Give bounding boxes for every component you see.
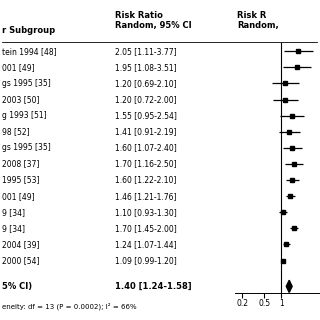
Text: Risk R
Random,: Risk R Random, [237, 11, 278, 30]
Polygon shape [286, 280, 292, 292]
Text: 1.24 [1.07-1.44]: 1.24 [1.07-1.44] [115, 240, 177, 249]
Text: 2004 [39]: 2004 [39] [2, 240, 39, 249]
Text: 2008 [37]: 2008 [37] [2, 159, 39, 168]
Text: 1.40 [1.24-1.58]: 1.40 [1.24-1.58] [115, 282, 192, 291]
Text: 2003 [50]: 2003 [50] [2, 95, 39, 104]
Text: 1.46 [1.21-1.76]: 1.46 [1.21-1.76] [115, 192, 177, 201]
Text: 1.41 [0.91-2.19]: 1.41 [0.91-2.19] [115, 127, 177, 136]
Text: 9 [34]: 9 [34] [2, 208, 25, 217]
Text: gs 1995 [35]: gs 1995 [35] [2, 143, 50, 152]
Text: 98 [52]: 98 [52] [2, 127, 29, 136]
Text: 1.20 [0.72-2.00]: 1.20 [0.72-2.00] [115, 95, 177, 104]
Text: Risk Ratio
Random, 95% CI: Risk Ratio Random, 95% CI [115, 11, 192, 30]
Text: 1995 [53]: 1995 [53] [2, 176, 39, 185]
Text: 1.20 [0.69-2.10]: 1.20 [0.69-2.10] [115, 79, 177, 88]
Text: g 1993 [51]: g 1993 [51] [2, 111, 46, 120]
Text: 1.09 [0.99-1.20]: 1.09 [0.99-1.20] [115, 256, 177, 265]
Text: 9 [34]: 9 [34] [2, 224, 25, 233]
Text: 1.60 [1.07-2.40]: 1.60 [1.07-2.40] [115, 143, 177, 152]
Text: 2.05 [1.11-3.77]: 2.05 [1.11-3.77] [115, 47, 177, 56]
Text: eneity: df = 13 (P = 0.0002); I² = 66%: eneity: df = 13 (P = 0.0002); I² = 66% [2, 302, 136, 310]
Text: r Subgroup: r Subgroup [2, 26, 55, 35]
Text: 1.10 [0.93-1.30]: 1.10 [0.93-1.30] [115, 208, 177, 217]
Text: 1.70 [1.16-2.50]: 1.70 [1.16-2.50] [115, 159, 177, 168]
Text: 001 [49]: 001 [49] [2, 192, 34, 201]
Text: 001 [49]: 001 [49] [2, 63, 34, 72]
Text: 2000 [54]: 2000 [54] [2, 256, 39, 265]
Text: 1.70 [1.45-2.00]: 1.70 [1.45-2.00] [115, 224, 177, 233]
Text: 5% CI): 5% CI) [2, 282, 32, 291]
Text: 1.95 [1.08-3.51]: 1.95 [1.08-3.51] [115, 63, 177, 72]
Text: 1.60 [1.22-2.10]: 1.60 [1.22-2.10] [115, 176, 177, 185]
Text: tein 1994 [48]: tein 1994 [48] [2, 47, 56, 56]
Text: gs 1995 [35]: gs 1995 [35] [2, 79, 50, 88]
Text: 1.55 [0.95-2.54]: 1.55 [0.95-2.54] [115, 111, 177, 120]
